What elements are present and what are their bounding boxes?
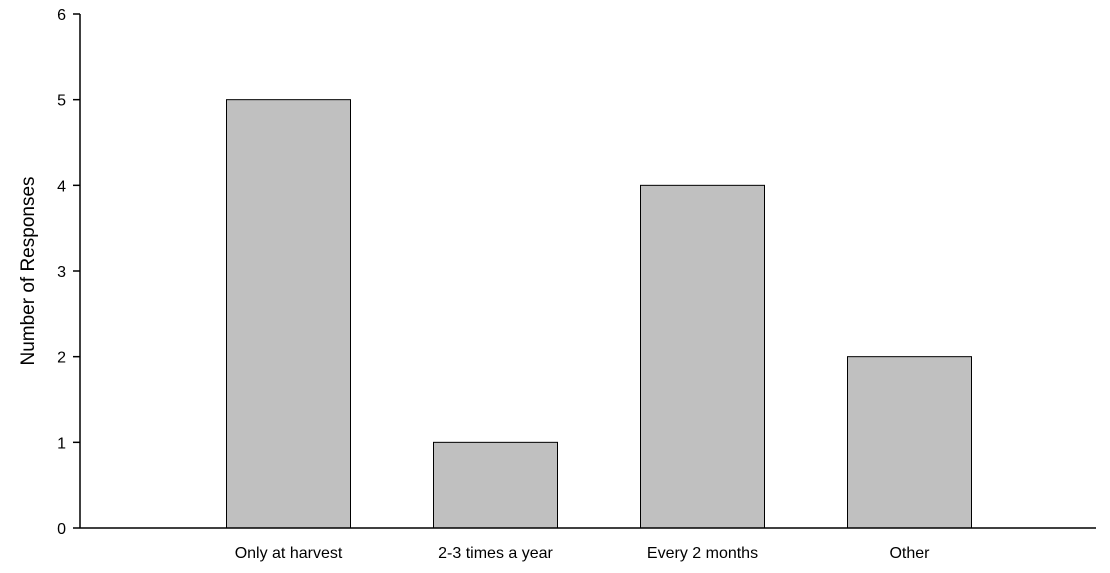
bars-layer [226, 99, 972, 529]
y-tick-label: 1 [57, 435, 66, 452]
x-tick-label: Only at harvest [235, 545, 343, 562]
x-tick-label: Every 2 months [647, 545, 758, 562]
bar-4 [847, 356, 972, 529]
y-tick-label: 0 [57, 521, 66, 538]
y-tick-label: 3 [57, 264, 66, 281]
y-ticks: 0 1 2 3 4 5 6 [57, 7, 80, 538]
y-tick-label: 2 [57, 350, 66, 367]
x-tick-label: Other [889, 545, 930, 562]
y-tick-label: 5 [57, 93, 66, 110]
y-tick-label: 4 [57, 178, 66, 195]
x-tick-label: 2-3 times a year [438, 545, 553, 562]
bar-3 [640, 184, 765, 529]
x-tick-labels: Only at harvest 2-3 times a year Every 2 m… [235, 545, 930, 562]
bar-1 [226, 99, 351, 529]
bar-2 [433, 441, 558, 529]
y-tick-label: 6 [57, 7, 66, 24]
y-axis-title: Number of Responses [18, 176, 39, 365]
